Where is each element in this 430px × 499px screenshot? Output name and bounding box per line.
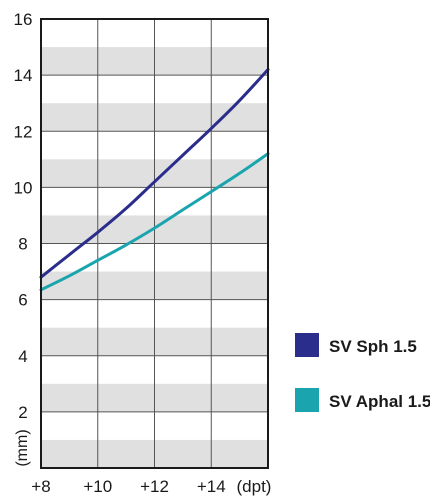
plot-frame bbox=[40, 18, 269, 469]
y-tick-label: 10 bbox=[14, 178, 33, 197]
grid-lines bbox=[41, 19, 268, 468]
legend-label: SV Aphal 1.5 bbox=[329, 392, 430, 411]
x-axis-ticks: +8 +10 +12 +14 bbox=[31, 477, 225, 496]
series-line-1 bbox=[39, 68, 270, 279]
y-tick-label: 14 bbox=[14, 66, 33, 85]
y-tick-label: 4 bbox=[18, 347, 27, 366]
series-line-2 bbox=[39, 152, 270, 292]
y-axis-ticks: 2 4 6 8 10 12 14 16 bbox=[14, 10, 33, 422]
legend-swatch bbox=[295, 388, 319, 412]
x-tick-label: +8 bbox=[31, 477, 50, 496]
x-axis-label: (dpt) bbox=[237, 477, 272, 496]
y-tick-label: 16 bbox=[14, 10, 33, 29]
y-tick-label: 6 bbox=[18, 291, 27, 310]
series-lines bbox=[39, 68, 270, 292]
legend-swatch bbox=[295, 333, 319, 357]
y-tick-label: 2 bbox=[18, 403, 27, 422]
y-tick-label: 8 bbox=[18, 235, 27, 254]
x-tick-label: +10 bbox=[83, 477, 112, 496]
legend-label: SV Sph 1.5 bbox=[329, 337, 417, 356]
x-tick-label: +12 bbox=[140, 477, 169, 496]
y-tick-label: 12 bbox=[14, 122, 33, 141]
x-tick-label: +14 bbox=[197, 477, 226, 496]
y-axis-label: (mm) bbox=[14, 429, 31, 466]
legend: SV Sph 1.5 SV Aphal 1.5 bbox=[295, 333, 430, 412]
